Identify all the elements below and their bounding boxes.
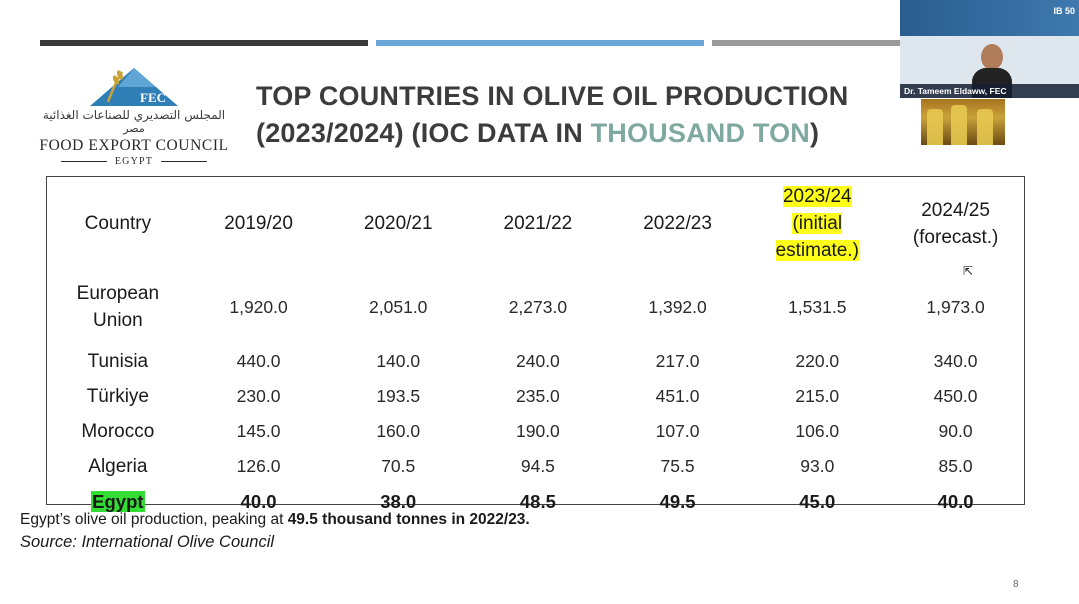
mouse-pointer-icon: ⇱ — [963, 264, 974, 278]
table-cell: 1,531.5 — [788, 296, 847, 317]
header-country: Country — [84, 213, 152, 234]
source-citation: Source: International Olive Council — [20, 533, 275, 551]
table-cell: 93.0 — [800, 456, 835, 476]
header-2019-20: 2019/20 — [224, 213, 293, 234]
header-2023-24-line1: 2023/24 — [782, 186, 852, 207]
header-2023-24-line3: estimate.) — [775, 240, 859, 261]
table-row: Tunisia 440.0 140.0 240.0 217.0 220.0 34… — [47, 344, 1024, 379]
row-country: Morocco — [81, 421, 155, 442]
header-2024-25: 2024/25 (forecast.) — [887, 177, 1024, 270]
table-row: Morocco 145.0 160.0 190.0 107.0 106.0 90… — [47, 414, 1024, 449]
fec-logo: FEC المجلس التصديري للصناعات الغذائية مص… — [36, 66, 236, 176]
table-cell: 106.0 — [795, 421, 840, 441]
footnote: Egypt’s olive oil production, peaking at… — [20, 511, 530, 529]
svg-text:FEC: FEC — [140, 90, 166, 105]
table-cell: 45.0 — [799, 490, 836, 512]
logo-arabic-name: المجلس التصديري للصناعات الغذائية — [42, 108, 226, 122]
table-cell: 450.0 — [933, 386, 978, 406]
table-row: Algeria 126.0 70.5 94.5 75.5 93.0 85.0 — [47, 449, 1024, 484]
accent-bar-dark — [40, 40, 368, 46]
title-accent: THOUSAND TON — [590, 118, 810, 148]
table-cell: 2,273.0 — [508, 296, 568, 317]
table-cell: 140.0 — [376, 351, 421, 371]
table-cell: 220.0 — [795, 351, 840, 371]
header-2024-25-line2: (forecast.) — [912, 226, 999, 248]
table-cell: 1,392.0 — [648, 296, 707, 317]
row-country: Algeria — [88, 456, 148, 477]
title-line-1: TOP COUNTRIES IN OLIVE OIL PRODUCTION — [256, 81, 849, 111]
table-cell: 126.0 — [236, 456, 281, 476]
table-cell: 217.0 — [655, 351, 700, 371]
table-row: European Union 1,920.0 2,051.0 2,273.0 1,… — [47, 270, 1024, 344]
accent-bar-gray — [712, 40, 902, 46]
table-cell: 70.5 — [381, 456, 416, 476]
table-cell: 240.0 — [516, 351, 560, 371]
header-2024-25-line1: 2024/25 — [921, 199, 990, 221]
table-cell: 75.5 — [660, 456, 695, 476]
video-backdrop-banner — [900, 0, 1079, 36]
olive-oil-photo — [921, 99, 1005, 145]
pyramid-logo-icon: FEC — [90, 68, 178, 106]
logo-english-name: FOOD EXPORT COUNCIL — [39, 137, 229, 154]
header-2023-24: 2023/24 (initial estimate.) — [747, 177, 887, 270]
table-cell: 40.0 — [937, 490, 974, 512]
logo-arabic-country: مصر — [123, 122, 145, 135]
table-cell: 48.5 — [519, 490, 556, 512]
row-country: European Union — [47, 270, 189, 344]
row-country: Tunisia — [87, 351, 149, 372]
table-row: Türkiye 230.0 193.5 235.0 451.0 215.0 45… — [47, 379, 1024, 414]
slide-title: TOP COUNTRIES IN OLIVE OIL PRODUCTION (2… — [256, 78, 896, 152]
egypt-highlight: Egypt — [91, 491, 145, 512]
table-cell: 49.5 — [659, 490, 696, 512]
logo-country: EGYPT — [36, 156, 232, 167]
title-line-2-suffix: ) — [810, 118, 820, 148]
header-2022-23: 2022/23 — [643, 213, 712, 234]
speaker-video[interactable]: IB 50 Dr. Tameem Eldaww, FEC — [900, 0, 1079, 98]
header-2023-24-line2: (initial — [792, 213, 843, 234]
table-cell: 107.0 — [655, 421, 700, 441]
table-cell: 230.0 — [236, 386, 281, 406]
page-number: 8 — [1013, 579, 1019, 590]
table-cell: 1,920.0 — [229, 296, 288, 317]
row-country: Egypt — [47, 484, 189, 519]
title-line-2-prefix: (2023/2024) (IOC DATA IN — [256, 118, 591, 148]
accent-bar-blue — [376, 40, 704, 46]
table-cell: 160.0 — [376, 421, 421, 441]
production-table: Country 2019/20 2020/21 2021/22 2022/23 … — [46, 176, 1025, 512]
table-cell: 340.0 — [933, 351, 978, 371]
table-cell: 235.0 — [516, 386, 560, 406]
row-country: Türkiye — [86, 386, 149, 407]
table-row-egypt: Egypt 40.0 38.0 48.5 49.5 45.0 40.0 — [47, 484, 1024, 519]
table-cell: 145.0 — [236, 421, 281, 441]
title-line-2: (2023/2024) (IOC DATA IN THOUSAND TON) — [256, 115, 896, 152]
table-cell: 94.5 — [520, 456, 555, 476]
table-cell: 440.0 — [236, 351, 281, 371]
header-2021-22: 2021/22 — [503, 213, 573, 234]
table-cell: 90.0 — [938, 421, 973, 441]
speaker-name: Dr. Tameem Eldaww, FEC — [900, 84, 1079, 98]
country-line-1: European — [76, 283, 160, 304]
footnote-bold: 49.5 thousand tonnes in 2022/23. — [287, 511, 530, 528]
table-cell: 215.0 — [795, 386, 840, 406]
table-cell: 1,973.0 — [926, 296, 985, 317]
country-line-2: Union — [93, 310, 143, 331]
video-badge: IB 50 — [1053, 6, 1075, 16]
table-cell: 38.0 — [380, 490, 417, 512]
table-header-row: Country 2019/20 2020/21 2021/22 2022/23 … — [47, 177, 1024, 270]
table-cell: 190.0 — [516, 421, 560, 441]
table-cell: 2,051.0 — [369, 296, 428, 317]
table-cell: 85.0 — [938, 456, 973, 476]
table-cell: 193.5 — [376, 386, 421, 406]
table-cell: 40.0 — [240, 490, 277, 512]
footnote-text: Egypt’s olive oil production, peaking at — [20, 511, 288, 528]
header-2020-21: 2020/21 — [363, 213, 433, 234]
table-cell: 451.0 — [655, 386, 700, 406]
